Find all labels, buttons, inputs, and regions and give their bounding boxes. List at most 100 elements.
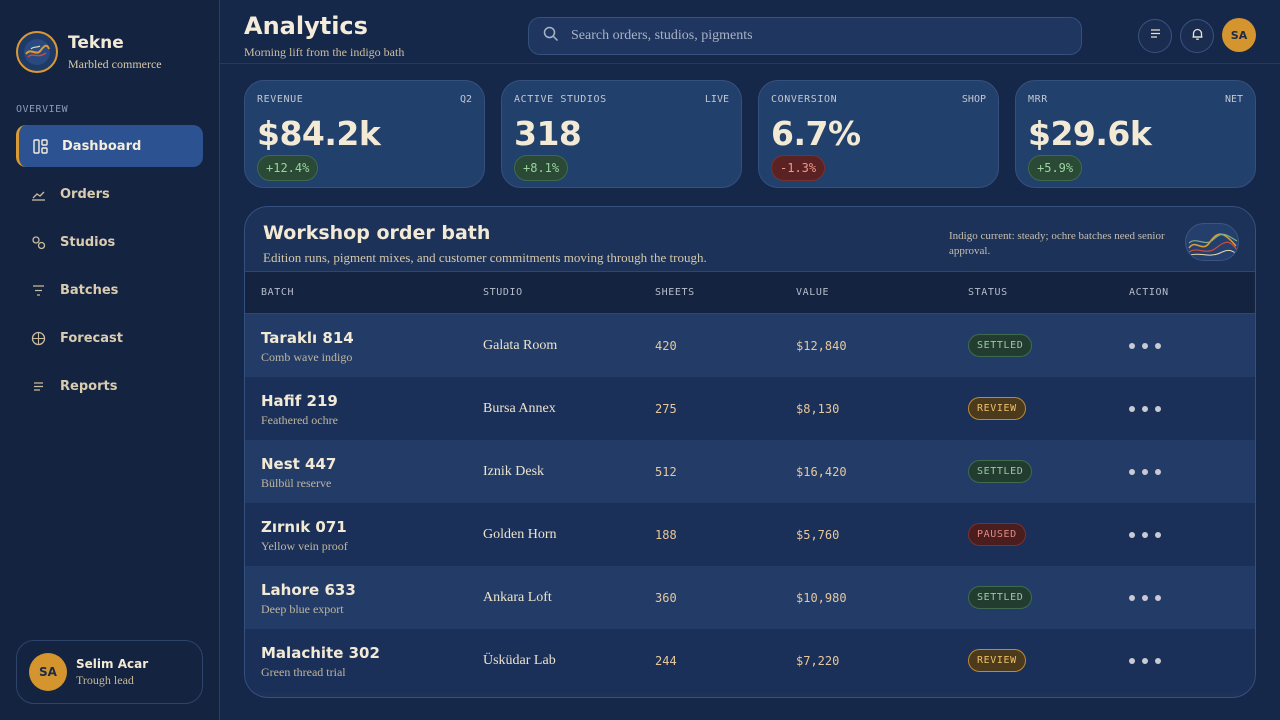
- sidebar-item-label: Forecast: [60, 330, 123, 346]
- kpi-label: CONVERSION: [771, 94, 838, 105]
- kpi-delta-badge: +5.9%: [1028, 155, 1083, 181]
- kpi-delta-badge: -1.3%: [771, 155, 826, 181]
- batch-description: Yellow vein proof: [261, 539, 348, 553]
- studio-cell: Bursa Annex: [483, 401, 556, 416]
- table-row[interactable]: Taraklı 814 Comb wave indigo Galata Room…: [245, 314, 1255, 377]
- kpi-value: 318: [514, 114, 582, 153]
- column-header[interactable]: SHEETS: [655, 287, 695, 298]
- kpi-card-conversion[interactable]: CONVERSION SHOP 6.7% -1.3%: [758, 80, 999, 188]
- batch-description: Deep blue export: [261, 602, 344, 616]
- notifications-button[interactable]: [1180, 19, 1214, 53]
- status-badge: SETTLED: [968, 334, 1033, 357]
- sidebar-item-orders[interactable]: Orders: [16, 173, 203, 215]
- dashboard-icon: [32, 138, 48, 154]
- sheets-cell: 188: [655, 528, 677, 542]
- column-header: ACTION: [1129, 287, 1169, 298]
- panel-note: Indigo current: steady; ochre batches ne…: [949, 230, 1165, 257]
- batch-description: Comb wave indigo: [261, 350, 353, 364]
- status-badge: REVIEW: [968, 649, 1026, 672]
- user-role: Trough lead: [76, 672, 134, 687]
- marbled-sparkline-icon: [1185, 223, 1239, 261]
- more-dot-icon: [1155, 532, 1161, 538]
- more-dot-icon: [1129, 658, 1135, 664]
- column-header[interactable]: VALUE: [796, 287, 830, 298]
- page-title: Analytics: [244, 12, 368, 40]
- brand-name: Tekne: [68, 32, 124, 53]
- sidebar-item-reports[interactable]: Reports: [16, 365, 203, 407]
- table-row[interactable]: Malachite 302 Green thread trial Üsküdar…: [245, 629, 1255, 692]
- page-subtitle: Morning lift from the indigo bath: [244, 45, 405, 59]
- row-actions-button[interactable]: [1129, 588, 1161, 608]
- studio-cell: Galata Room: [483, 338, 558, 353]
- batch-description: Bülbül reserve: [261, 476, 332, 490]
- kpi-card-revenue[interactable]: REVENUE Q2 $84.2k +12.4%: [244, 80, 485, 188]
- more-dot-icon: [1142, 469, 1148, 475]
- column-header[interactable]: STUDIO: [483, 287, 523, 298]
- kpi-label: MRR: [1028, 94, 1048, 105]
- sidebar-item-batches[interactable]: Batches: [16, 269, 203, 311]
- menu-icon: [1149, 27, 1162, 45]
- sheets-cell: 360: [655, 591, 677, 605]
- row-actions-button[interactable]: [1129, 651, 1161, 671]
- row-actions-button[interactable]: [1129, 336, 1161, 356]
- sheets-cell: 275: [655, 402, 677, 416]
- kpi-label: ACTIVE STUDIOS: [514, 94, 607, 105]
- more-dot-icon: [1129, 343, 1135, 349]
- kpi-tag: SHOP: [961, 94, 986, 105]
- value-cell: $12,840: [796, 339, 847, 353]
- kpi-value: $84.2k: [257, 114, 381, 153]
- header-avatar[interactable]: SA: [1222, 18, 1256, 52]
- more-dot-icon: [1155, 658, 1161, 664]
- menu-button[interactable]: [1138, 19, 1172, 53]
- table-row[interactable]: Nest 447 Bülbül reserve Iznik Desk 512 $…: [245, 440, 1255, 503]
- kpi-tag: Q2: [459, 94, 472, 105]
- globe-icon: [30, 330, 46, 346]
- kpi-card-active-studios[interactable]: ACTIVE STUDIOS LIVE 318 +8.1%: [501, 80, 742, 188]
- sidebar-item-label: Reports: [60, 378, 118, 394]
- batch-name: Malachite 302: [261, 644, 380, 662]
- more-dot-icon: [1155, 595, 1161, 601]
- value-cell: $10,980: [796, 591, 847, 605]
- table-row[interactable]: Hafif 219 Feathered ochre Bursa Annex 27…: [245, 377, 1255, 440]
- chart-line-icon: [30, 186, 46, 202]
- sidebar-item-studios[interactable]: Studios: [16, 221, 203, 263]
- batch-description: Green thread trial: [261, 665, 346, 679]
- row-actions-button[interactable]: [1129, 462, 1161, 482]
- kpi-card-mrr[interactable]: MRR NET $29.6k +5.9%: [1015, 80, 1256, 188]
- value-cell: $5,760: [796, 528, 840, 542]
- user-name: Selim Acar: [76, 656, 149, 671]
- kpi-delta-badge: +12.4%: [257, 155, 319, 181]
- more-dot-icon: [1142, 343, 1148, 349]
- sidebar-item-dashboard[interactable]: Dashboard: [16, 125, 203, 167]
- sheets-cell: 512: [655, 465, 677, 479]
- panel-title: Workshop order bath: [263, 222, 491, 244]
- batch-name: Lahore 633: [261, 581, 356, 599]
- kpi-delta-badge: +8.1%: [514, 155, 569, 181]
- more-dot-icon: [1142, 595, 1148, 601]
- brand[interactable]: Tekne Marbled commerce: [16, 31, 162, 73]
- column-header[interactable]: BATCH: [261, 287, 295, 298]
- avatar: SA: [29, 653, 67, 691]
- status-badge: SETTLED: [968, 460, 1033, 483]
- more-dot-icon: [1129, 595, 1135, 601]
- batch-name: Taraklı 814: [261, 329, 354, 347]
- column-header[interactable]: STATUS: [968, 287, 1008, 298]
- row-actions-button[interactable]: [1129, 399, 1161, 419]
- value-cell: $8,130: [796, 402, 840, 416]
- header: Analytics Morning lift from the indigo b…: [220, 0, 1280, 64]
- panel-subtitle: Edition runs, pigment mixes, and custome…: [263, 250, 707, 265]
- sheets-cell: 244: [655, 654, 677, 668]
- table-row[interactable]: Lahore 633 Deep blue export Ankara Loft …: [245, 566, 1255, 629]
- more-dot-icon: [1142, 532, 1148, 538]
- status-badge: PAUSED: [968, 523, 1026, 546]
- value-cell: $7,220: [796, 654, 840, 668]
- table-row[interactable]: Zırnık 071 Yellow vein proof Golden Horn…: [245, 503, 1255, 566]
- batch-description: Feathered ochre: [261, 413, 338, 427]
- row-actions-button[interactable]: [1129, 525, 1161, 545]
- sidebar-item-forecast[interactable]: Forecast: [16, 317, 203, 359]
- search-input[interactable]: Search orders, studios, pigments: [528, 17, 1082, 55]
- more-dot-icon: [1142, 406, 1148, 412]
- kpi-tag: LIVE: [704, 94, 729, 105]
- nav-heading: OVERVIEW: [16, 104, 69, 115]
- user-card[interactable]: SA Selim Acar Trough lead: [16, 640, 203, 704]
